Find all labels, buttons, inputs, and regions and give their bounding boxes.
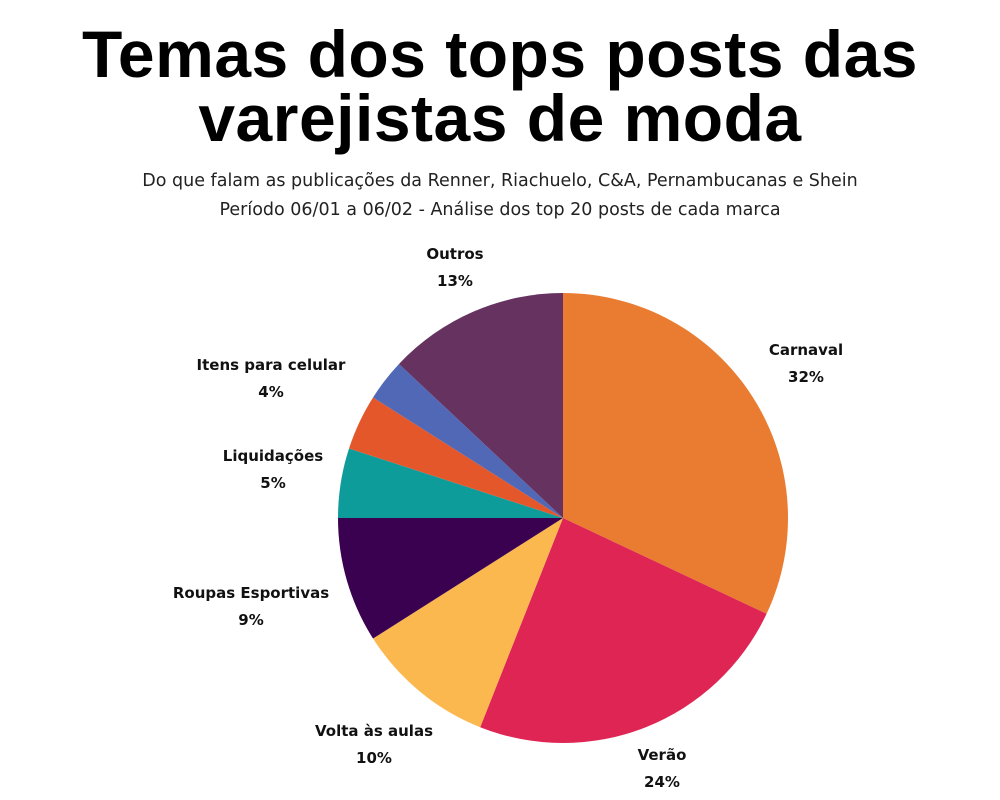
subtitle-line-2: Período 06/01 a 06/02 - Análise dos top … bbox=[219, 200, 781, 220]
slice-label: Itens para celular bbox=[197, 356, 347, 374]
subtitle-line-1: Do que falam as publicações da Renner, R… bbox=[142, 171, 858, 191]
title-line-1: Temas dos tops posts das bbox=[82, 17, 918, 91]
pie-slice-ver-o bbox=[480, 518, 767, 743]
slice-value-label: 4% bbox=[258, 383, 283, 401]
slice-value-label: 13% bbox=[437, 272, 473, 290]
slice-label: Outros bbox=[426, 245, 483, 263]
slice-label: Volta às aulas bbox=[315, 722, 433, 740]
slice-value-label: 10% bbox=[356, 749, 392, 767]
slice-label: Liquidações bbox=[223, 447, 323, 465]
pie-slice-outros bbox=[398, 293, 563, 518]
pie-slice-itens-para-celular bbox=[349, 397, 563, 518]
slice-label: Verão bbox=[638, 746, 687, 764]
chart-title: Temas dos tops posts das varejistas de m… bbox=[0, 17, 1000, 155]
slice-label: Carnaval bbox=[769, 341, 843, 359]
pie-slice-carnaval bbox=[563, 293, 788, 614]
pie-slice-volta-s-aulas bbox=[373, 518, 563, 728]
slice-value-label: 24% bbox=[644, 773, 680, 791]
pie-slice-unlabeled bbox=[373, 363, 563, 518]
slice-value-label: 9% bbox=[238, 611, 263, 629]
slice-value-label: 5% bbox=[260, 474, 285, 492]
pie-slice-roupas-esportivas bbox=[338, 518, 563, 639]
slice-value-label: 32% bbox=[788, 368, 824, 386]
pie-slice-liquida-es bbox=[338, 448, 563, 518]
slice-label: Roupas Esportivas bbox=[173, 584, 329, 602]
title-line-2: varejistas de moda bbox=[198, 81, 802, 155]
